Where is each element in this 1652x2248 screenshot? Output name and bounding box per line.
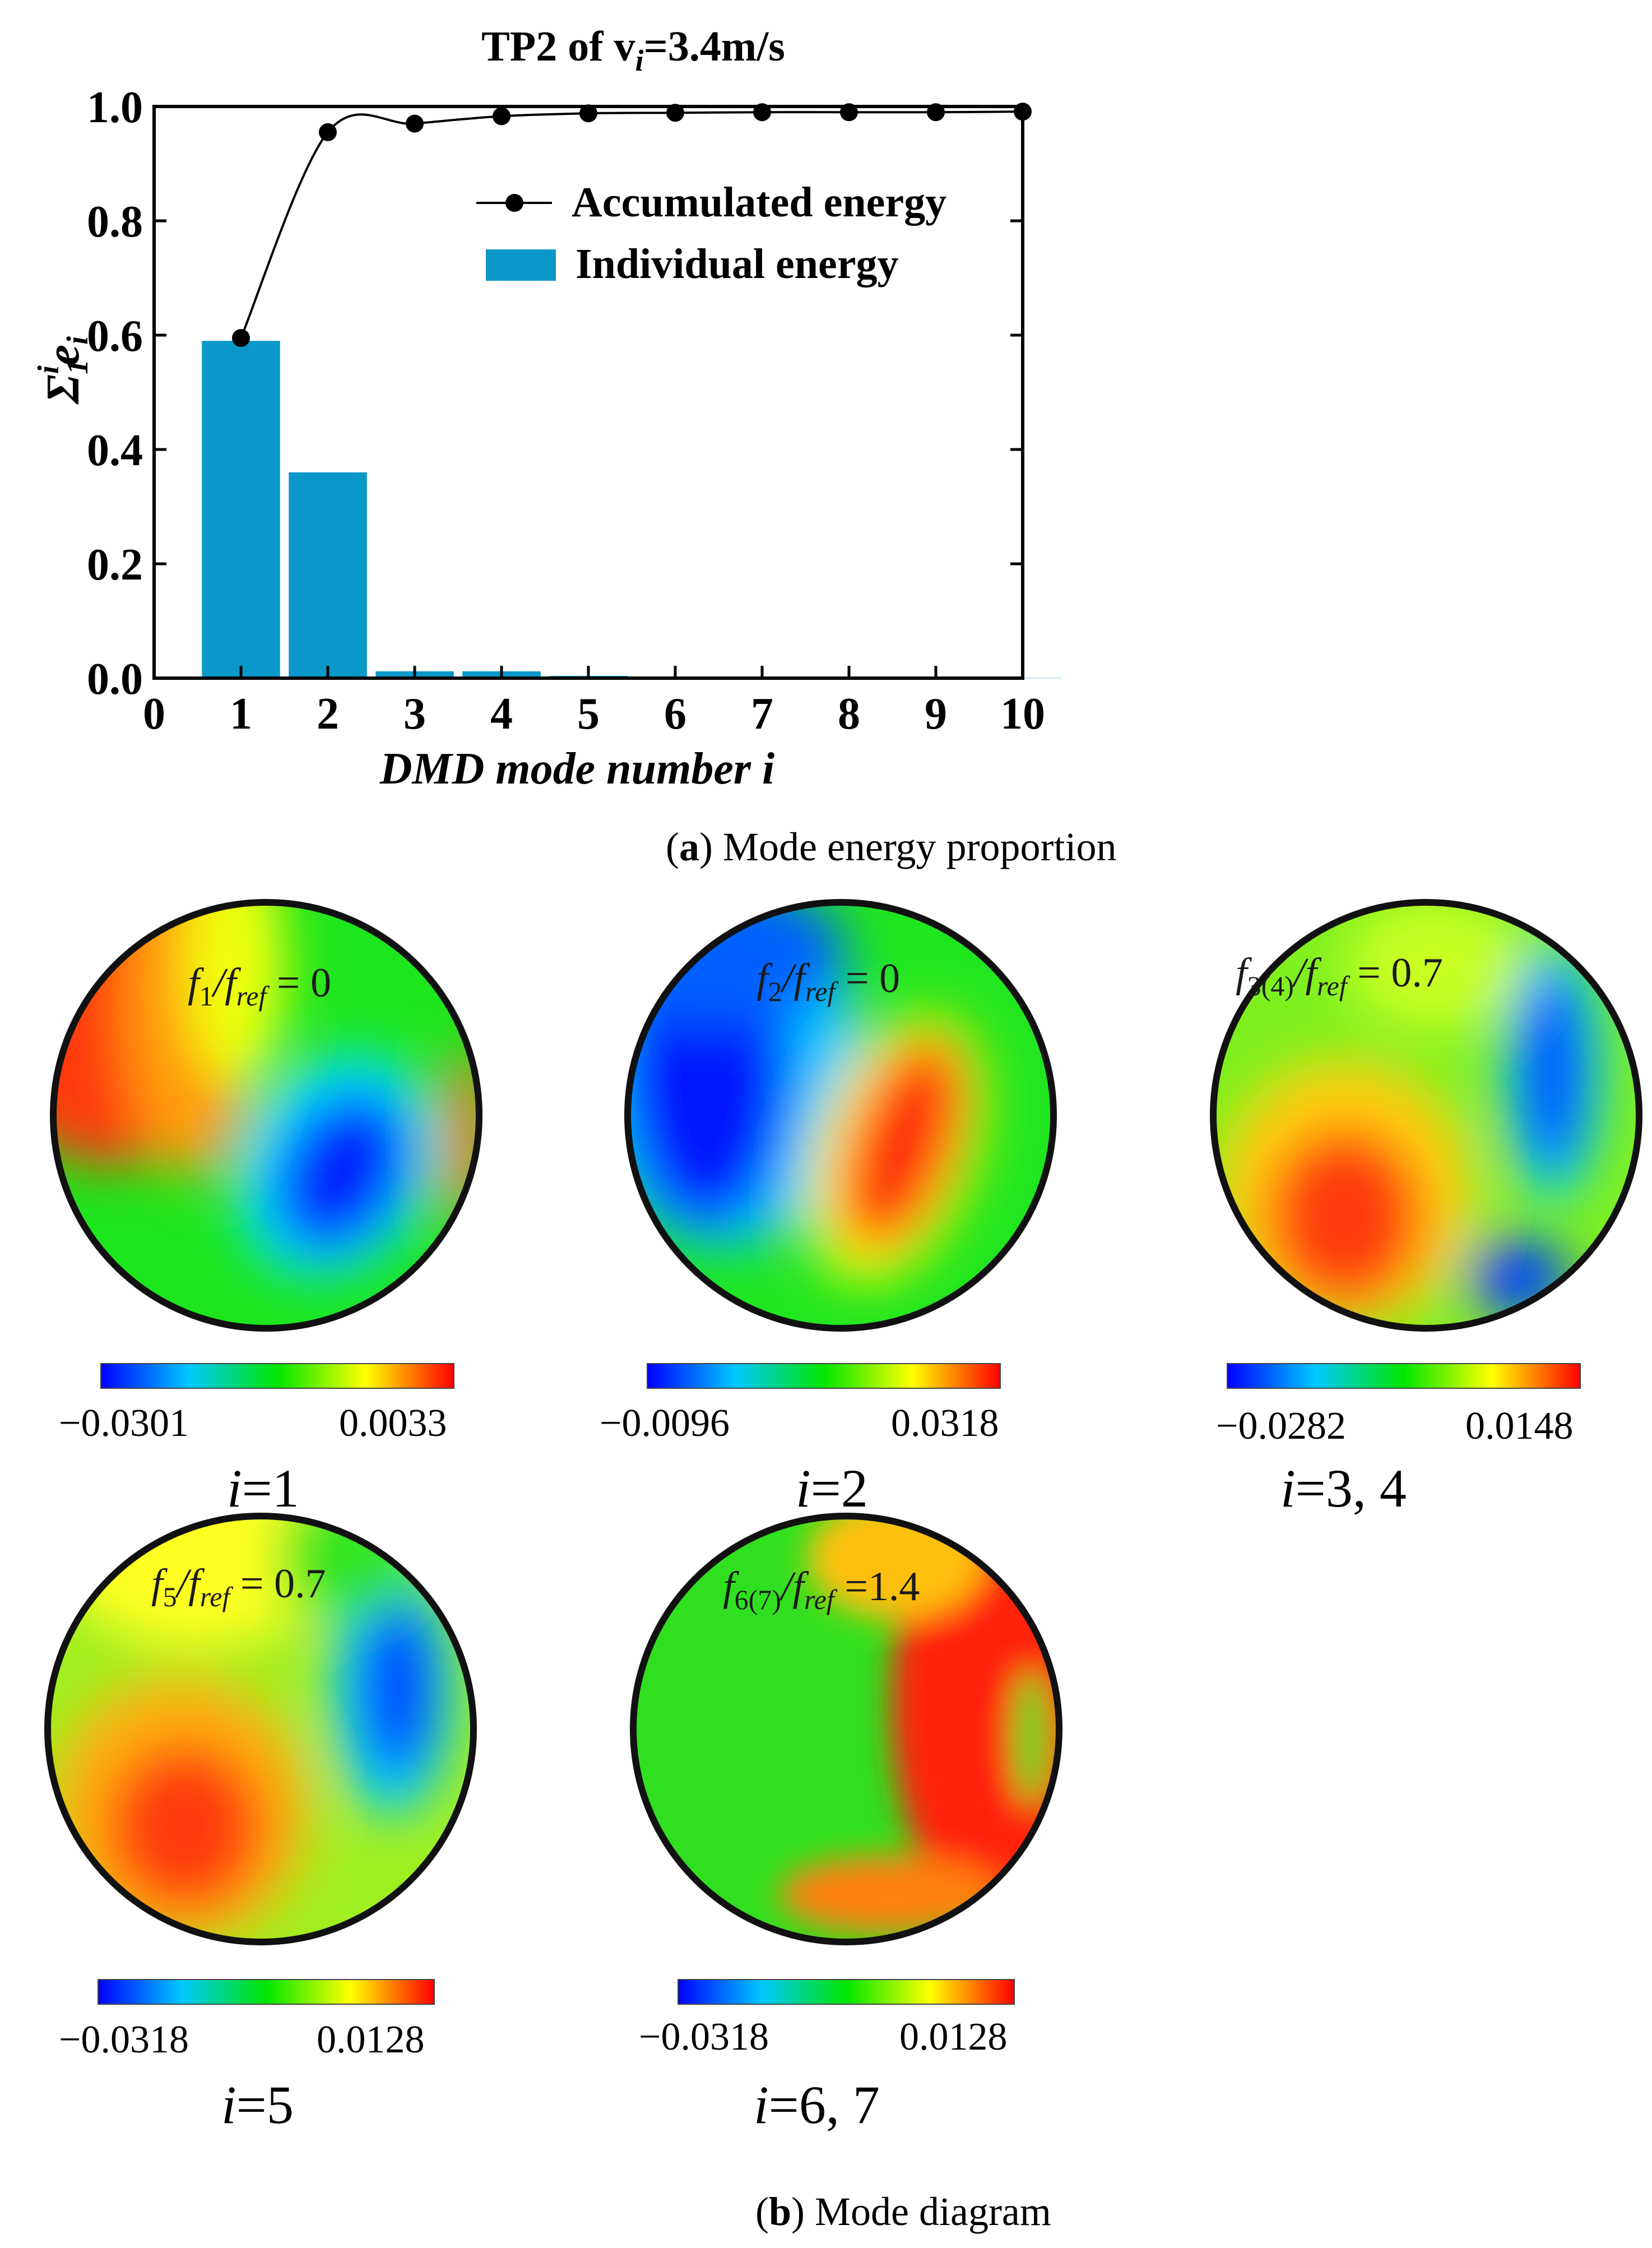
caption-a: (a) Mode energy proportion — [666, 824, 1117, 869]
mode-1-index: i=1 — [227, 1458, 299, 1518]
mode-2-colorbar-max: 0.0318 — [891, 1402, 999, 1445]
x-tick-label-9: 9 — [925, 689, 947, 739]
accumulated-point-6 — [666, 104, 684, 122]
x-tick-label-8: 8 — [838, 689, 860, 739]
accumulated-point-4 — [493, 107, 511, 126]
accumulated-point-5 — [579, 104, 597, 123]
y-tick-label-1.0: 1.0 — [87, 83, 143, 132]
x-tick-label-5: 5 — [577, 689, 600, 739]
mode-2-frequency: f2/fref = 0 — [757, 956, 900, 1007]
x-tick-label-6: 6 — [664, 689, 686, 739]
mode-2-colorbar-min: −0.0096 — [600, 1402, 730, 1445]
mode-6-colorbar-max: 0.0128 — [899, 2015, 1008, 2059]
mode-5-field — [48, 1516, 474, 1942]
y-tick-label-0.6: 0.6 — [87, 312, 143, 361]
mode-3-border — [1210, 899, 1642, 1332]
mode-5-border — [44, 1513, 477, 1945]
mode-1-colorbar-min: −0.0301 — [59, 1402, 189, 1445]
mode-5-colorbar-max: 0.0128 — [317, 2018, 425, 2061]
mode-5-colorbar — [98, 1979, 435, 2005]
mode-1-colorbar — [100, 1363, 454, 1389]
y-tick-label-0.8: 0.8 — [87, 197, 143, 247]
accumulated-point-3 — [406, 114, 424, 133]
legend-individual-label: Individual energy — [576, 240, 898, 288]
x-tick-label-10: 10 — [1000, 689, 1045, 739]
mode-1-field — [53, 902, 479, 1328]
mode-3-colorbar — [1227, 1363, 1581, 1389]
mode-6-field — [633, 1516, 1059, 1942]
mode-6-index: i=6, 7 — [754, 2075, 880, 2135]
accumulated-point-1 — [232, 329, 250, 347]
mode-5-colorbar-min: −0.0318 — [59, 2018, 189, 2061]
mode-5-index: i=5 — [221, 2075, 294, 2135]
x-tick-label-2: 2 — [317, 689, 339, 739]
bar-mode-2 — [289, 472, 367, 678]
mode-3-index: i=3, 4 — [1280, 1458, 1407, 1518]
mode-3-colorbar-min: −0.0282 — [1216, 1405, 1346, 1448]
x-tick-label-0: 0 — [143, 689, 165, 739]
x-tick-label-1: 1 — [230, 689, 252, 739]
y-tick-label-0.2: 0.2 — [87, 540, 143, 590]
x-tick-label-7: 7 — [751, 689, 773, 739]
mode-1-frequency: f1/fref = 0 — [188, 960, 331, 1012]
mode-3-field — [1213, 902, 1639, 1328]
x-axis-label: DMD mode number i — [379, 744, 775, 794]
mode-6-colorbar-min: −0.0318 — [639, 2015, 769, 2059]
chart-title: TP2 of vi=3.4m/s — [481, 23, 785, 77]
y-tick-label-0.4: 0.4 — [87, 426, 143, 475]
legend-accumulated-label: Accumulated energy — [572, 179, 946, 226]
mode-2-index: i=2 — [796, 1458, 868, 1518]
mode-6-border — [630, 1513, 1062, 1945]
mode-1-border — [50, 899, 482, 1332]
mode-1-colorbar-max: 0.0033 — [339, 1402, 447, 1445]
y-tick-label-0.0: 0.0 — [87, 655, 143, 704]
mode-5-frequency: f5/fref = 0.7 — [151, 1561, 326, 1612]
mode-3-colorbar-max: 0.0148 — [1465, 1405, 1574, 1448]
energy-chart: TP2 of vi=3.4m/s Σ1iei DMD mode number i… — [31, 23, 1062, 794]
mode-2-border — [624, 899, 1057, 1332]
accumulated-point-2 — [319, 123, 337, 141]
bar-mode-1 — [202, 341, 280, 678]
legend-accumulated-marker — [505, 194, 523, 212]
x-tick-label-3: 3 — [403, 689, 426, 739]
mode-6-frequency: f6(7)/fref =1.4 — [723, 1564, 920, 1615]
x-tick-label-4: 4 — [490, 689, 513, 739]
mode-6-colorbar — [677, 1979, 1015, 2005]
chart-legend: Accumulated energy Individual energy — [476, 179, 946, 288]
caption-b: (b) Mode diagram — [755, 2189, 1051, 2234]
mode-3-frequency: f3(4)/fref = 0.7 — [1236, 950, 1443, 1002]
mode-2-field — [628, 902, 1054, 1328]
mode-2-colorbar — [647, 1363, 1001, 1389]
legend-individual-swatch — [486, 249, 556, 281]
y-axis-label: Σ1iei — [31, 336, 94, 405]
